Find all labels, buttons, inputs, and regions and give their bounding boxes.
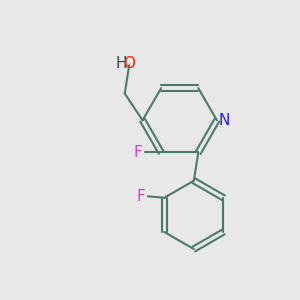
Text: O: O: [123, 56, 135, 71]
Text: F: F: [134, 145, 142, 160]
Text: N: N: [219, 113, 230, 128]
Text: F: F: [137, 189, 146, 204]
Text: H: H: [116, 56, 127, 71]
